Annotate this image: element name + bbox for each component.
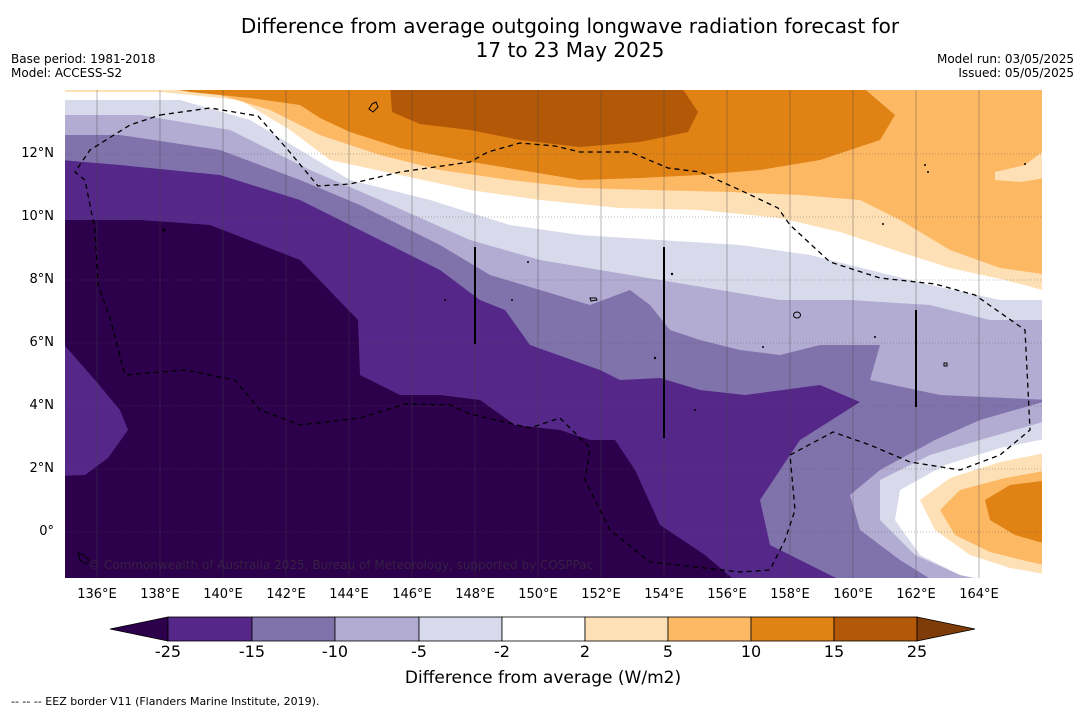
lat-label: 8°N bbox=[29, 272, 55, 287]
colorbar-segment bbox=[167, 616, 253, 642]
colorbar-tick: 15 bbox=[823, 642, 845, 661]
island-guam bbox=[368, 101, 379, 113]
colorbar-segment bbox=[667, 616, 752, 642]
island-dot bbox=[874, 336, 876, 338]
island-png-north bbox=[77, 552, 90, 565]
lon-label: 136°E bbox=[77, 587, 117, 602]
meta-left: Base period: 1981-2018 Model: ACCESS-S2 bbox=[11, 52, 156, 80]
lon-label: 146°E bbox=[392, 587, 432, 602]
map-title-line-1: Difference from average outgoing longwav… bbox=[240, 14, 900, 38]
lat-label: 0° bbox=[39, 524, 54, 539]
base-period-label: Base period: 1981-2018 bbox=[11, 52, 156, 66]
lon-label: 152°E bbox=[581, 587, 621, 602]
island-kosrae bbox=[943, 362, 948, 367]
lon-label: 144°E bbox=[329, 587, 369, 602]
colorbar-tick: 2 bbox=[579, 642, 591, 661]
colorbar-segment bbox=[334, 616, 420, 642]
lat-label: 6°N bbox=[29, 335, 55, 350]
lon-label: 158°E bbox=[770, 587, 810, 602]
map-area bbox=[65, 90, 1042, 578]
band-neg10-neg5-spot bbox=[750, 318, 772, 342]
colorbar-tick: -25 bbox=[154, 642, 182, 661]
colorbar-tick: -15 bbox=[238, 642, 266, 661]
colorbar-tick: -5 bbox=[411, 642, 427, 661]
island-dot bbox=[927, 171, 929, 173]
colorbar-tick: 5 bbox=[662, 642, 674, 661]
lat-label: 10°N bbox=[21, 209, 54, 224]
eez-border-palau-fsm bbox=[74, 107, 1031, 573]
copyright-credit: © Commonwealth of Australia 2025, Bureau… bbox=[88, 558, 594, 572]
island-dot bbox=[694, 409, 696, 411]
lon-label: 142°E bbox=[266, 587, 306, 602]
band-neg25-neg15-west bbox=[65, 345, 128, 476]
colorbar-title: Difference from average (W/m2) bbox=[404, 668, 682, 688]
colorbar-segment bbox=[251, 616, 336, 642]
model-label: Model: ACCESS-S2 bbox=[11, 66, 123, 80]
lon-label: 150°E bbox=[518, 587, 558, 602]
band-pos2-pos5-patch bbox=[995, 152, 1042, 182]
colorbar-extend-high bbox=[916, 616, 976, 642]
colorbar-tick: -2 bbox=[494, 642, 510, 661]
island-chuuk bbox=[589, 297, 598, 302]
issued-label: Issued: 05/05/2025 bbox=[958, 66, 1074, 80]
graticule bbox=[65, 153, 1042, 533]
colorbar bbox=[109, 616, 976, 642]
island-dot bbox=[162, 228, 166, 232]
island-dot bbox=[924, 164, 926, 166]
colorbar-segment bbox=[501, 616, 586, 642]
lat-label: 4°N bbox=[29, 398, 55, 413]
island-chains bbox=[474, 247, 917, 438]
map-title-line-2: 17 to 23 May 2025 bbox=[475, 38, 665, 62]
island-dot bbox=[1024, 163, 1026, 165]
colorbar-segment bbox=[750, 616, 835, 642]
island-dots bbox=[162, 163, 1026, 411]
lon-label: 148°E bbox=[455, 587, 495, 602]
colorbar-tick: 10 bbox=[740, 642, 762, 661]
island-pohnpei bbox=[793, 311, 801, 319]
colorbar-segment bbox=[584, 616, 669, 642]
lon-label: 160°E bbox=[833, 587, 873, 602]
island-dot bbox=[762, 346, 764, 348]
band-pos10-pos15-east bbox=[985, 481, 1042, 543]
island-dot bbox=[444, 299, 446, 301]
lon-label: 154°E bbox=[644, 587, 684, 602]
lon-label: 156°E bbox=[707, 587, 747, 602]
lat-label: 2°N bbox=[29, 461, 55, 476]
lon-label: 140°E bbox=[203, 587, 243, 602]
colorbar-extend-low bbox=[109, 616, 169, 642]
eez-borders bbox=[74, 107, 1031, 573]
model-run-label: Model run: 03/05/2025 bbox=[936, 52, 1074, 66]
island-dot bbox=[653, 356, 657, 360]
colorbar-segment bbox=[833, 616, 918, 642]
eez-legend-note: -- -- -- EEZ border V11 (Flanders Marine… bbox=[11, 695, 320, 708]
lat-label: 12°N bbox=[21, 146, 54, 161]
lon-label: 162°E bbox=[896, 587, 936, 602]
lon-label: 138°E bbox=[140, 587, 180, 602]
lon-label: 164°E bbox=[959, 587, 999, 602]
colorbar-tick: 25 bbox=[906, 642, 928, 661]
island-dot bbox=[511, 299, 513, 301]
island-dot bbox=[670, 272, 674, 276]
colorbar-segment bbox=[418, 616, 503, 642]
band-pos15-pos25 bbox=[390, 90, 698, 147]
island-dot bbox=[527, 261, 529, 263]
island-dot bbox=[882, 223, 884, 225]
colorbar-tick: -10 bbox=[321, 642, 349, 661]
island-outlines bbox=[77, 101, 948, 565]
meta-right: Model run: 03/05/2025 Issued: 05/05/2025 bbox=[937, 52, 1074, 80]
